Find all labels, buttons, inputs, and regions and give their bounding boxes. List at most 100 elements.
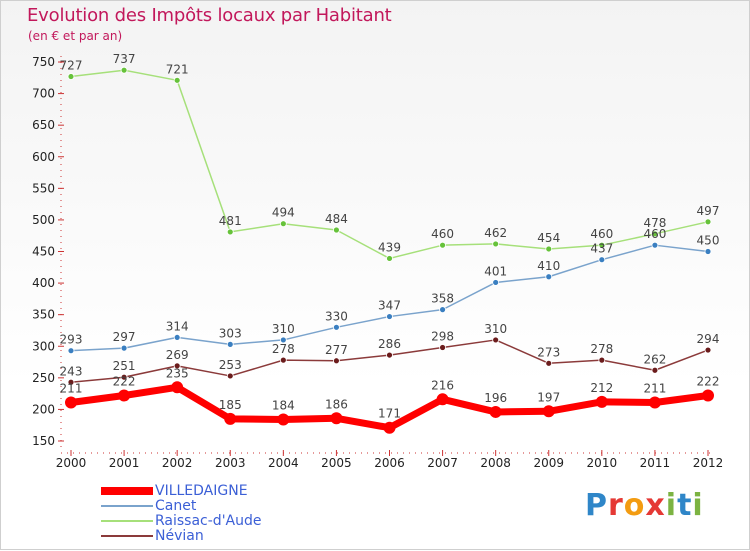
data-point	[224, 412, 237, 425]
data-point	[651, 230, 659, 238]
data-label: 497	[697, 204, 720, 218]
legend-label: Canet	[155, 498, 197, 514]
x-tick-label: 2006	[374, 456, 405, 470]
legend-swatch	[101, 487, 153, 495]
data-label: 286	[378, 337, 401, 351]
y-tick-label: 300	[32, 339, 55, 353]
data-point	[651, 366, 659, 374]
data-point	[492, 240, 500, 248]
data-point	[648, 396, 661, 409]
logo-letter: i	[692, 488, 704, 523]
data-point	[279, 220, 287, 228]
data-point	[492, 279, 500, 286]
data-label: 462	[484, 226, 507, 240]
data-point	[279, 336, 287, 344]
logo-letter: i	[665, 488, 678, 523]
x-tick-label: 2003	[215, 456, 246, 470]
data-label: 460	[590, 227, 613, 241]
data-label: 727	[60, 59, 83, 73]
y-tick-label: 150	[32, 434, 55, 448]
data-label: 314	[166, 319, 189, 333]
data-label: 243	[60, 364, 83, 378]
legend-label: Névian	[155, 528, 204, 544]
data-point	[120, 66, 128, 74]
data-label: 454	[537, 231, 560, 245]
data-label: 211	[60, 381, 83, 395]
y-tick-label: 600	[32, 150, 55, 164]
data-point	[333, 323, 340, 331]
y-tick-label: 400	[32, 276, 55, 290]
data-point	[118, 389, 131, 402]
data-label: 460	[643, 227, 666, 241]
data-point	[598, 356, 606, 364]
data-point	[173, 334, 181, 341]
data-label: 196	[484, 391, 507, 405]
data-point	[542, 405, 555, 418]
data-point	[67, 378, 75, 386]
data-label: 171	[378, 407, 401, 421]
data-label: 737	[113, 52, 136, 66]
data-point	[65, 396, 77, 409]
data-label: 222	[113, 375, 136, 389]
proxiti-logo: Proxiti	[585, 488, 704, 523]
data-point	[386, 255, 393, 262]
data-point	[173, 362, 181, 370]
data-label: 294	[697, 332, 720, 346]
data-point	[704, 218, 712, 226]
data-label: 277	[325, 343, 348, 357]
y-tick-label: 750	[32, 55, 55, 69]
data-label: 484	[325, 212, 348, 226]
data-label: 278	[590, 342, 613, 356]
chart-axes: 150 200 250 300 350 400 450 500 550 600 650 700 750 2…	[32, 55, 723, 470]
x-tick-label: 2009	[533, 456, 564, 470]
data-point	[492, 336, 500, 344]
logo-letter: t	[677, 488, 693, 523]
data-point	[651, 241, 659, 249]
y-tick-label: 200	[32, 402, 55, 416]
data-label: 298	[431, 330, 454, 344]
data-point	[279, 356, 287, 364]
data-point	[439, 241, 446, 249]
data-label: 401	[484, 264, 507, 278]
data-label: 481	[219, 214, 242, 228]
legend-swatch	[101, 520, 153, 522]
data-point	[226, 372, 234, 380]
data-point	[333, 357, 340, 365]
data-point	[545, 359, 553, 367]
logo-letter: r	[608, 488, 624, 523]
data-label: 197	[537, 390, 560, 404]
data-label: 330	[325, 309, 348, 323]
data-label: 216	[431, 378, 454, 392]
data-label: 251	[113, 359, 136, 373]
data-label: 478	[643, 216, 666, 230]
data-label: 721	[166, 62, 189, 76]
data-label: 460	[431, 227, 454, 241]
x-tick-label: 2004	[268, 456, 299, 470]
data-point	[598, 256, 606, 264]
data-label: 410	[537, 259, 560, 273]
data-label: 347	[378, 299, 401, 313]
data-label: 439	[378, 240, 401, 254]
data-point	[120, 373, 128, 381]
chart-subtitle: (en € et par an)	[28, 29, 123, 43]
data-point	[226, 340, 234, 348]
data-point	[386, 313, 393, 320]
data-point	[489, 405, 502, 418]
legend-swatch	[101, 535, 153, 537]
data-point	[67, 73, 75, 80]
logo-letter: x	[645, 488, 666, 523]
data-point	[436, 393, 449, 406]
y-tick-label: 250	[32, 371, 55, 385]
data-label: 235	[166, 366, 189, 380]
data-label: 212	[590, 381, 613, 395]
x-tick-label: 2000	[56, 456, 87, 470]
y-tick-label: 700	[32, 87, 55, 101]
data-point	[226, 228, 234, 236]
data-label: 269	[166, 348, 189, 362]
data-point	[383, 421, 396, 434]
data-label: 494	[272, 206, 295, 220]
data-label: 222	[697, 375, 720, 389]
data-point	[67, 347, 75, 355]
